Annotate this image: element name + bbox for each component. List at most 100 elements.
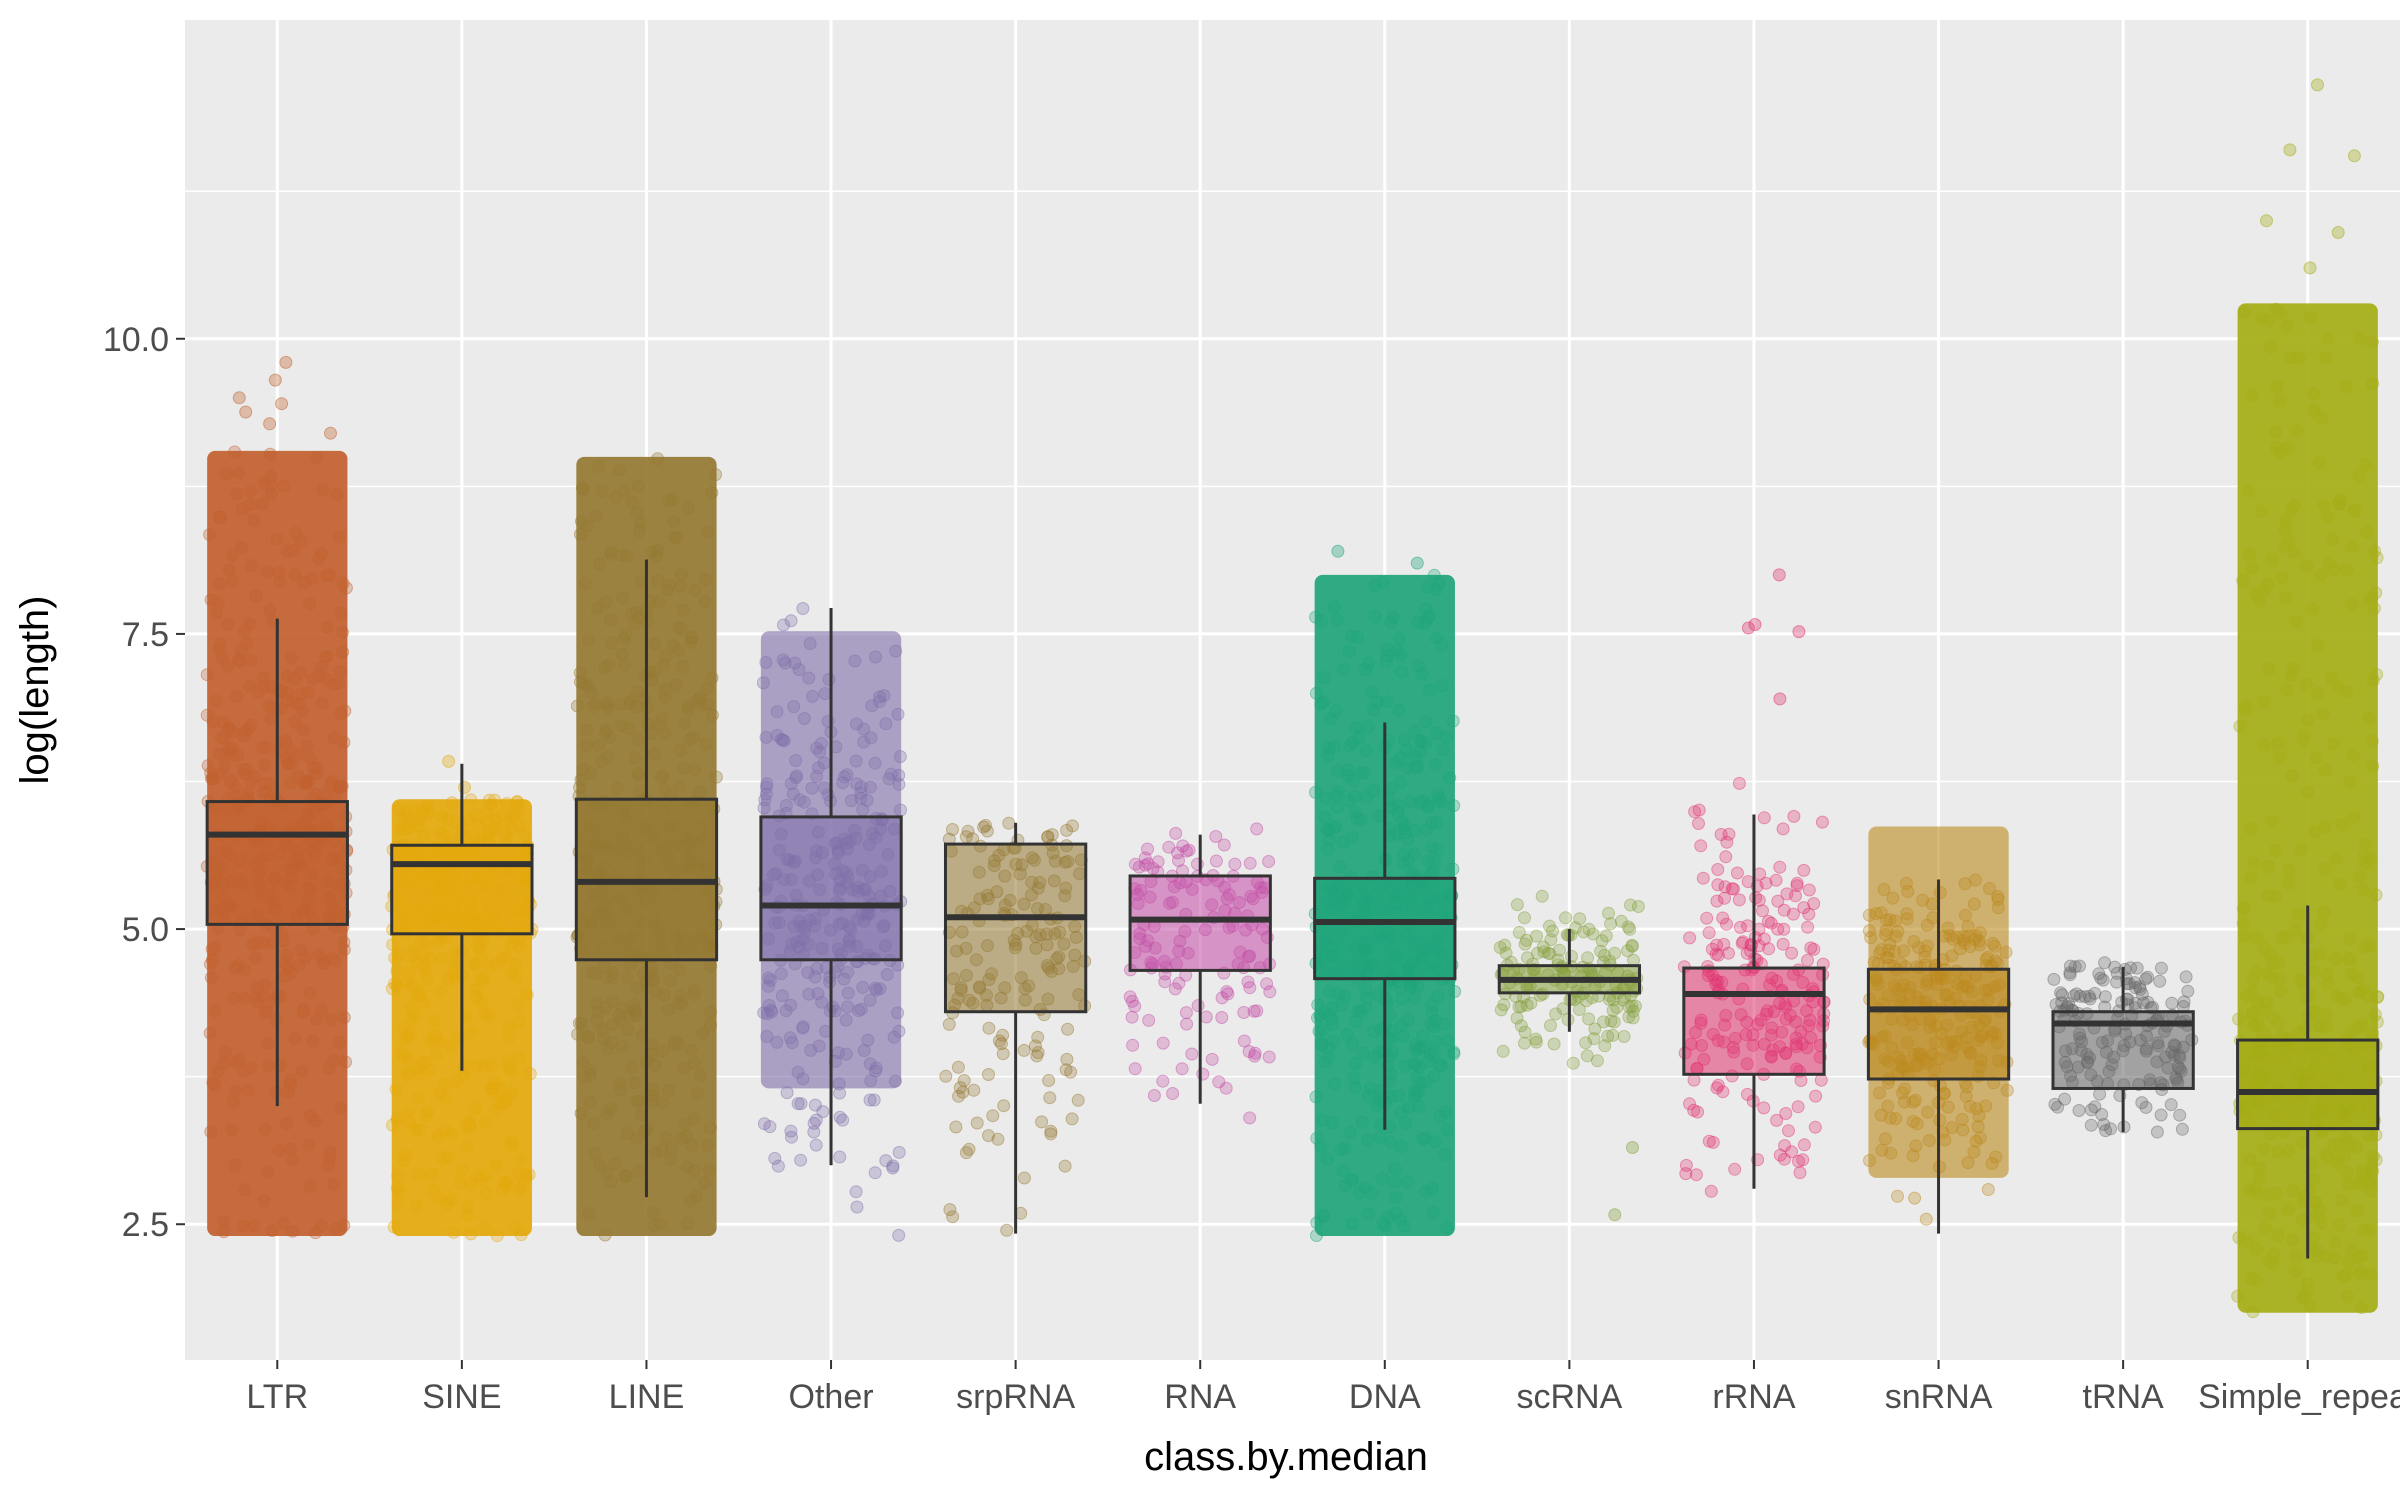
data-point (2096, 973, 2110, 987)
x-axis-title: class.by.median (1144, 1435, 1428, 1479)
data-point (1521, 951, 1534, 965)
data-point (1716, 911, 1730, 925)
data-point (1002, 816, 1016, 830)
outlier-point (1773, 692, 1787, 706)
data-point (2128, 976, 2142, 990)
data-point (996, 1047, 1010, 1061)
data-point (1794, 1074, 1808, 1087)
data-point (1543, 919, 1556, 933)
data-point (1559, 911, 1572, 925)
data-point (1179, 1006, 1193, 1020)
data-point (1031, 1046, 1045, 1059)
data-point (1138, 858, 1152, 872)
data-point (1608, 946, 1622, 960)
data-point (1725, 882, 1739, 896)
data-point (2133, 982, 2147, 996)
outlier-point (1772, 568, 1786, 582)
data-point (1000, 1223, 1014, 1237)
data-point (2084, 1118, 2098, 1132)
data-point (2093, 1087, 2107, 1101)
data-point (809, 1113, 823, 1127)
data-point (970, 1116, 984, 1130)
data-point (1510, 1011, 1524, 1025)
boxplot-snRNA (1866, 879, 2011, 1234)
data-point (1209, 830, 1223, 843)
data-point (942, 1017, 956, 1031)
data-point (2067, 989, 2081, 1003)
data-point (1588, 1022, 1602, 1036)
data-point (1815, 815, 1829, 829)
data-point (1071, 1093, 1085, 1107)
data-point (1773, 1148, 1787, 1162)
boxplot-LINE (574, 559, 719, 1198)
data-point (1030, 1049, 1044, 1063)
data-point (956, 1085, 970, 1099)
data-point (957, 1074, 971, 1088)
x-tick-label: LINE (609, 1378, 685, 1416)
data-point (1625, 938, 1639, 952)
data-point (886, 1161, 900, 1175)
data-point (1042, 1074, 1056, 1087)
data-point (1209, 854, 1223, 868)
data-point (1215, 1011, 1229, 1024)
data-point (868, 1166, 882, 1180)
outlier-point (1608, 1208, 1622, 1222)
data-point (1792, 1154, 1805, 1168)
data-point (1692, 803, 1706, 817)
data-point (1250, 822, 1264, 836)
boxplot-LTR (205, 618, 349, 1107)
data-point (2104, 1122, 2118, 1136)
data-point (794, 1153, 808, 1167)
data-point (1044, 1127, 1058, 1141)
data-point (951, 1060, 965, 1074)
box (205, 800, 349, 926)
data-point (1621, 920, 1635, 934)
data-point (1541, 946, 1555, 960)
data-point (1128, 1062, 1142, 1076)
y-axis-title: log(length) (13, 595, 57, 784)
data-point (1128, 999, 1142, 1013)
outlier-point (2303, 261, 2317, 275)
data-point (1709, 947, 1723, 961)
data-point (1217, 838, 1231, 852)
outlier-point (2331, 226, 2345, 239)
data-point (977, 820, 991, 834)
data-point (2088, 986, 2102, 1000)
data-point (833, 1110, 847, 1124)
data-point (2141, 970, 2155, 984)
data-point (1808, 1120, 1822, 1134)
outlier-point (232, 391, 246, 405)
data-point (1497, 998, 1511, 1012)
data-point (2124, 961, 2138, 975)
data-point (1262, 855, 1276, 868)
data-point (2097, 1118, 2111, 1131)
data-point (1594, 944, 1608, 958)
data-point (1237, 1006, 1251, 1019)
data-point (1172, 854, 1185, 867)
data-point (1777, 903, 1791, 917)
data-point (1711, 948, 1725, 962)
data-point (1263, 985, 1277, 999)
data-point (1773, 860, 1787, 874)
y-tick-label: 7.5 (122, 616, 169, 654)
data-point (1623, 922, 1637, 936)
data-point (1518, 911, 1531, 925)
outlier-point (2283, 143, 2297, 157)
data-point (2133, 980, 2146, 994)
outlier-point (324, 426, 337, 440)
outlier-point (442, 754, 456, 768)
data-point (763, 1120, 777, 1134)
box (943, 842, 1088, 1014)
data-point (1499, 946, 1513, 960)
data-point (791, 1097, 805, 1111)
data-point (1732, 893, 1746, 907)
data-point (1796, 1153, 1810, 1167)
data-point (1599, 929, 1613, 943)
y-tick-label: 5.0 (122, 911, 169, 949)
data-point (1064, 1065, 1078, 1079)
outlier-point (268, 373, 282, 387)
data-point (780, 1086, 794, 1100)
data-point (892, 1228, 906, 1242)
data-point (2129, 981, 2142, 995)
data-point (1597, 1015, 1610, 1029)
